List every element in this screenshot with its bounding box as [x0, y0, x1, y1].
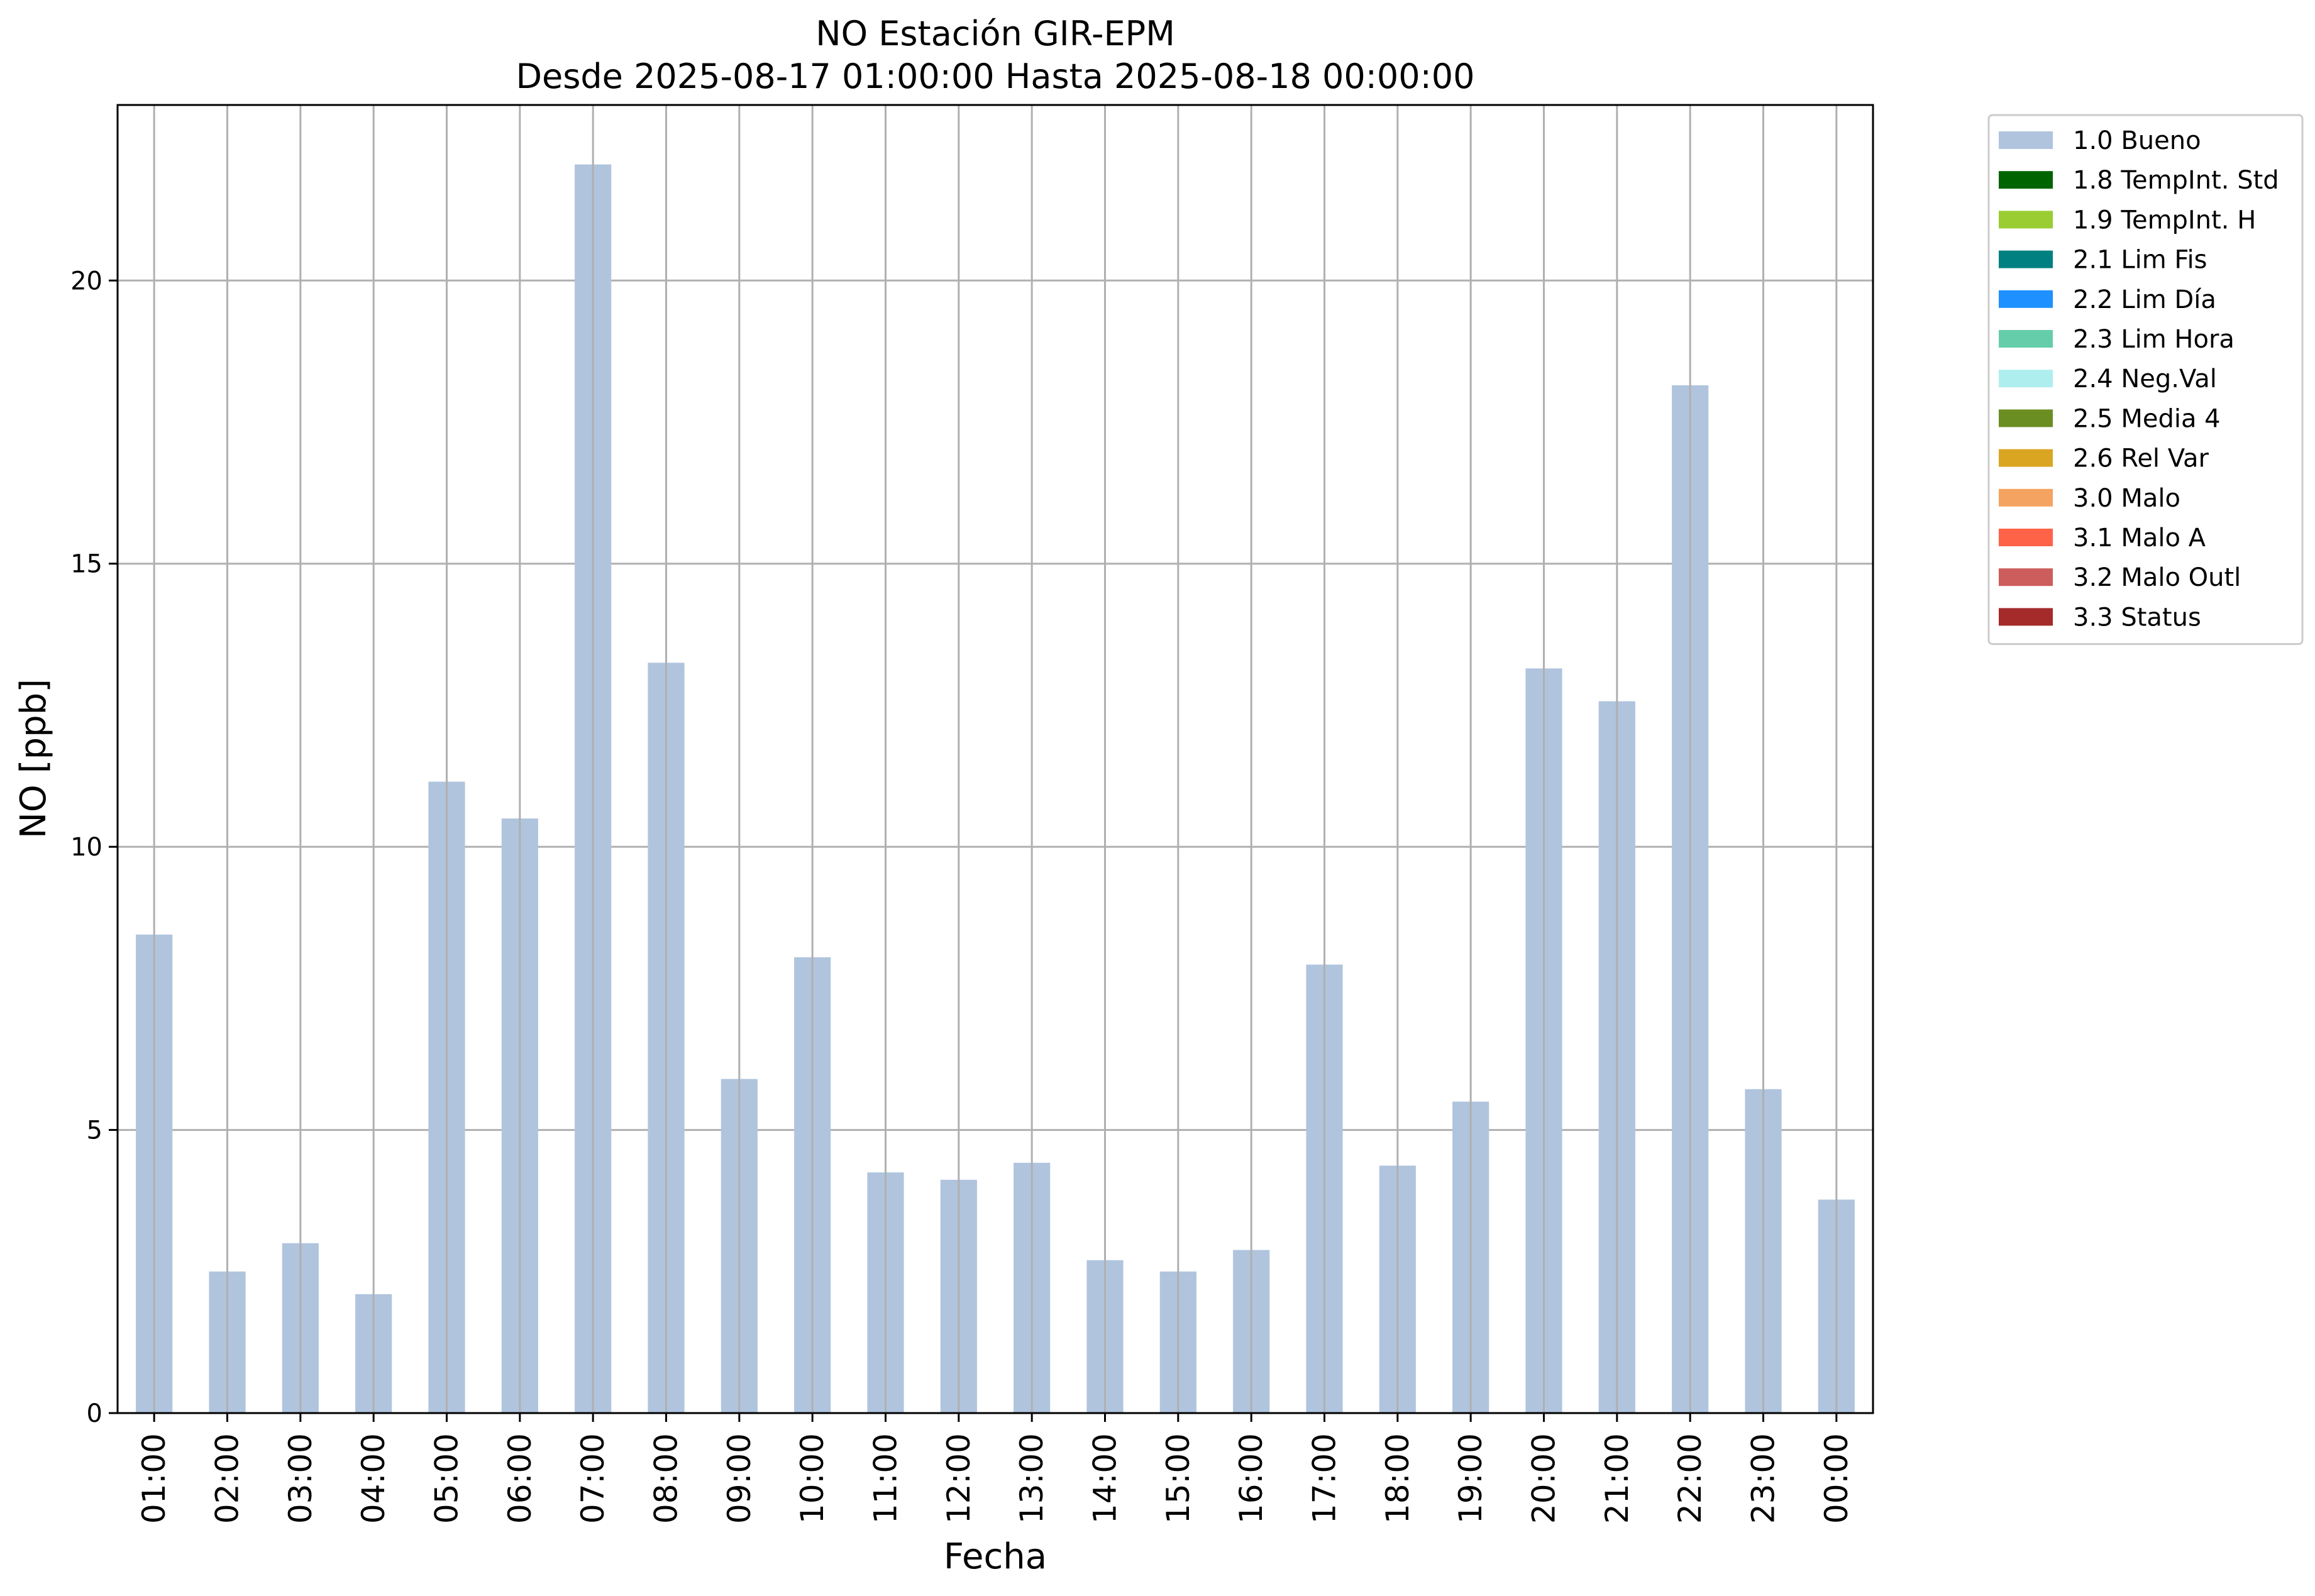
legend-label: 2.3 Lim Hora	[2073, 325, 2235, 354]
x-tick-label: 22:00	[1672, 1433, 1708, 1524]
legend-label: 3.3 Status	[2073, 603, 2201, 632]
y-tick-label: 20	[70, 267, 102, 295]
legend-label: 2.4 Neg.Val	[2073, 365, 2217, 393]
legend-label: 1.9 TempInt. H	[2073, 206, 2256, 234]
legend-swatch	[1999, 488, 2053, 507]
legend-swatch	[1999, 449, 2053, 467]
y-axis-label: NO [ppb]	[13, 679, 54, 839]
x-tick-label: 10:00	[794, 1433, 831, 1524]
legend-swatch	[1999, 211, 2053, 229]
chart-subtitle: Desde 2025-08-17 01:00:00 Hasta 2025-08-…	[516, 57, 1474, 96]
x-tick-label: 00:00	[1818, 1433, 1855, 1524]
plot-frame	[116, 104, 1874, 1414]
legend-swatch	[1999, 330, 2053, 348]
x-tick-label: 05:00	[429, 1433, 465, 1524]
x-tick-label: 06:00	[502, 1433, 538, 1524]
x-tick-label: 01:00	[136, 1433, 172, 1524]
x-tick-label: 09:00	[721, 1433, 758, 1524]
y-axis: 0 5 10 15 20	[70, 267, 118, 1428]
x-tick-label: 07:00	[575, 1433, 611, 1524]
legend-swatch	[1999, 608, 2053, 626]
legend-label: 3.1 Malo A	[2073, 524, 2206, 553]
chart-title: NO Estación GIR-EPM	[815, 14, 1175, 53]
x-tick-label: 12:00	[941, 1433, 977, 1524]
legend-box	[1987, 114, 2304, 646]
legend-swatch	[1999, 370, 2053, 388]
x-tick-label: 14:00	[1087, 1433, 1124, 1524]
legend-swatch	[1999, 250, 2053, 268]
x-tick-label: 23:00	[1745, 1433, 1782, 1524]
x-tick-label: 17:00	[1307, 1433, 1343, 1524]
legend-label: 3.0 Malo	[2073, 484, 2180, 513]
legend-label: 2.2 Lim Día	[2073, 285, 2216, 314]
y-tick-label: 0	[87, 1399, 102, 1428]
legend-swatch	[1999, 171, 2053, 189]
x-tick-label: 13:00	[1014, 1433, 1050, 1524]
legend-swatch	[1999, 568, 2053, 586]
x-tick-label: 02:00	[209, 1433, 246, 1524]
legend-swatch	[1999, 131, 2053, 149]
x-tick-label: 21:00	[1599, 1433, 1635, 1524]
x-axis-label: Fecha	[944, 1536, 1047, 1577]
legend-swatch	[1999, 529, 2053, 546]
x-tick-label: 11:00	[868, 1433, 904, 1524]
legend-swatch	[1999, 409, 2053, 427]
x-tick-label: 08:00	[648, 1433, 685, 1524]
x-tick-label: 16:00	[1233, 1433, 1269, 1524]
vertical-gridlines	[153, 105, 1838, 1413]
legend-label: 1.0 Bueno	[2073, 126, 2201, 155]
y-tick-label: 5	[87, 1116, 102, 1145]
x-tick-label: 04:00	[355, 1433, 392, 1524]
y-tick-label: 10	[70, 833, 102, 862]
legend-label: 2.5 Media 4	[2073, 404, 2221, 433]
legend-label: 2.6 Rel Var	[2073, 444, 2209, 473]
x-tick-label: 19:00	[1452, 1433, 1489, 1524]
legend-label: 3.2 Malo Outl	[2073, 563, 2241, 592]
x-tick-label: 15:00	[1160, 1433, 1196, 1524]
x-tick-label: 20:00	[1526, 1433, 1562, 1524]
legend: 1.0 Bueno 1.8 TempInt. Std 1.9 TempInt. H 2…	[1987, 114, 2304, 646]
x-axis: 01:00 02:00 03:00 04:00 05:00 06:00 07:00 08:00…	[136, 1413, 1855, 1524]
legend-swatch	[1999, 290, 2053, 308]
legend-label: 1.8 TempInt. Std	[2073, 166, 2279, 195]
legend-label: 2.1 Lim Fis	[2073, 246, 2207, 275]
x-tick-label: 03:00	[282, 1433, 319, 1524]
x-tick-label: 18:00	[1379, 1433, 1416, 1524]
y-tick-label: 15	[70, 550, 102, 579]
